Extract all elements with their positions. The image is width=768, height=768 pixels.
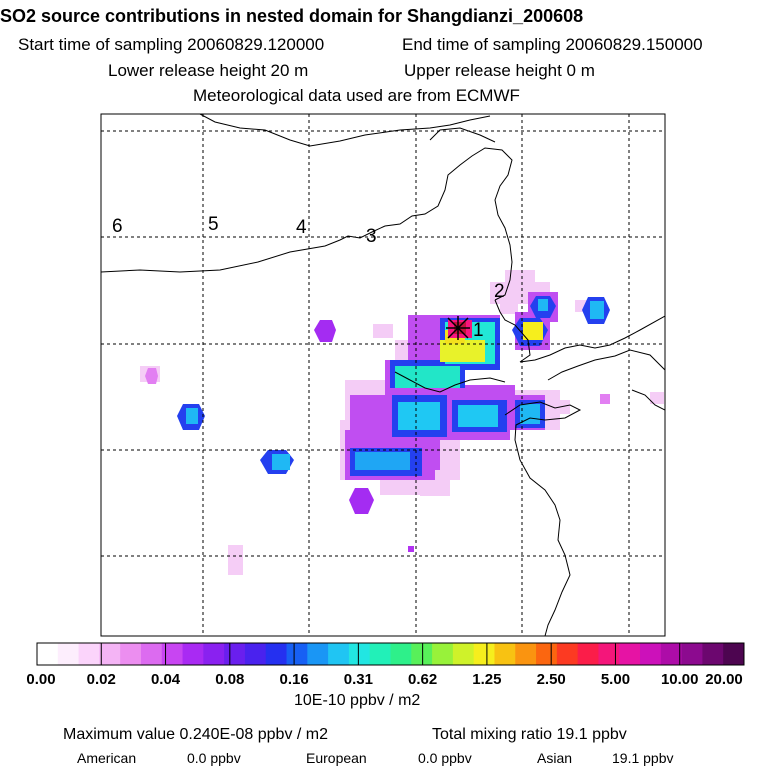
region-label-3: 3 — [366, 226, 377, 247]
colorbar-swatch — [265, 643, 288, 665]
colorbar-swatch — [390, 643, 412, 665]
plume-high — [186, 299, 604, 470]
lower-release-height: Lower release height 20 m — [108, 61, 309, 80]
upper-release-height: Upper release height 0 m — [404, 61, 595, 80]
colorbar-swatch — [515, 643, 537, 665]
colorbar-swatch — [78, 643, 100, 665]
colorbar-swatch — [619, 643, 641, 665]
colorbar-swatch — [57, 643, 80, 665]
colorbar-tick-label: 0.08 — [215, 671, 244, 688]
colorbar-swatch — [452, 643, 475, 665]
european-value: 0.0 ppbv — [418, 750, 472, 766]
colorbar-swatch — [140, 643, 163, 665]
colorbar-swatch — [224, 643, 246, 665]
region-label-6: 6 — [112, 216, 123, 237]
colorbar-swatch — [182, 643, 204, 665]
colorbar-tick-label: 0.16 — [279, 671, 308, 688]
colorbar-tick-label: 10.00 — [661, 671, 699, 688]
colorbar-tick-label: 0.31 — [344, 671, 373, 688]
colorbar-tick-label: 20.00 — [705, 671, 743, 688]
colorbar-tick-label: 1.25 — [472, 671, 501, 688]
colorbar-swatch — [328, 643, 350, 665]
start-time: Start time of sampling 20060829.120000 — [18, 35, 325, 54]
region-label-2: 2 — [494, 281, 505, 302]
coastlines-borders — [101, 114, 665, 636]
plume-layer — [140, 270, 664, 575]
american-label: American — [77, 750, 137, 766]
colorbar-swatch — [723, 643, 745, 665]
colorbar-tick-label: 0.02 — [87, 671, 116, 688]
colorbar-swatch — [640, 643, 662, 665]
colorbar-swatch — [660, 643, 683, 665]
colorbar — [37, 643, 745, 665]
total-mixing-ratio: Total mixing ratio 19.1 ppbv — [432, 726, 627, 743]
colorbar-tick-label: 0.04 — [151, 671, 181, 688]
colorbar-swatch — [244, 643, 267, 665]
colorbar-units: 10E-10 ppbv / m2 — [294, 692, 421, 709]
map-frame — [100, 113, 666, 637]
colorbar-swatch — [37, 643, 59, 665]
colorbar-tick-label: 0.00 — [26, 671, 55, 688]
asian-label: Asian — [537, 750, 573, 766]
colorbar-swatch — [369, 643, 391, 665]
colorbar-swatch — [99, 643, 121, 665]
met-data-source: Meteorological data used are from ECMWF — [193, 86, 520, 105]
colorbar-swatch — [702, 643, 724, 665]
colorbar-swatch — [536, 643, 558, 665]
region-label-1: 1 — [473, 320, 484, 341]
american-value: 0.0 ppbv — [187, 750, 241, 766]
grid-lines — [101, 114, 665, 636]
end-time: End time of sampling 20060829.150000 — [402, 35, 703, 54]
receptor-marker-icon — [446, 316, 470, 340]
colorbar-swatch — [681, 643, 703, 665]
colorbar-swatch — [577, 643, 599, 665]
european-label: European — [306, 750, 367, 766]
colorbar-swatch — [494, 643, 516, 665]
colorbar-tick-label: 0.62 — [408, 671, 437, 688]
region-label-5: 5 — [208, 214, 219, 235]
colorbar-swatch — [598, 643, 620, 665]
asian-value: 19.1 ppbv — [612, 750, 674, 766]
colorbar-swatch — [411, 643, 433, 665]
region-label-4: 4 — [296, 217, 307, 238]
chart-title: SO2 source contributions in nested domai… — [0, 6, 584, 26]
colorbar-tick-label: 5.00 — [601, 671, 630, 688]
colorbar-swatch — [120, 643, 142, 665]
colorbar-swatch — [556, 643, 579, 665]
colorbar-swatch — [203, 643, 225, 665]
colorbar-tick-label: 2.50 — [537, 671, 566, 688]
colorbar-swatch — [432, 643, 454, 665]
colorbar-frame — [36, 642, 745, 666]
colorbar-swatch — [348, 643, 371, 665]
max-value: Maximum value 0.240E-08 ppbv / m2 — [63, 726, 329, 743]
colorbar-swatch — [161, 643, 184, 665]
colorbar-tick-labels: 0.00 0.02 0.04 0.08 0.16 0.31 0.62 1.25 2.50 5.00… — [26, 671, 742, 688]
colorbar-swatch — [307, 643, 329, 665]
region-labels: 6 5 4 3 2 1 — [112, 214, 505, 341]
colorbar-swatch — [286, 643, 308, 665]
colorbar-swatch — [473, 643, 495, 665]
